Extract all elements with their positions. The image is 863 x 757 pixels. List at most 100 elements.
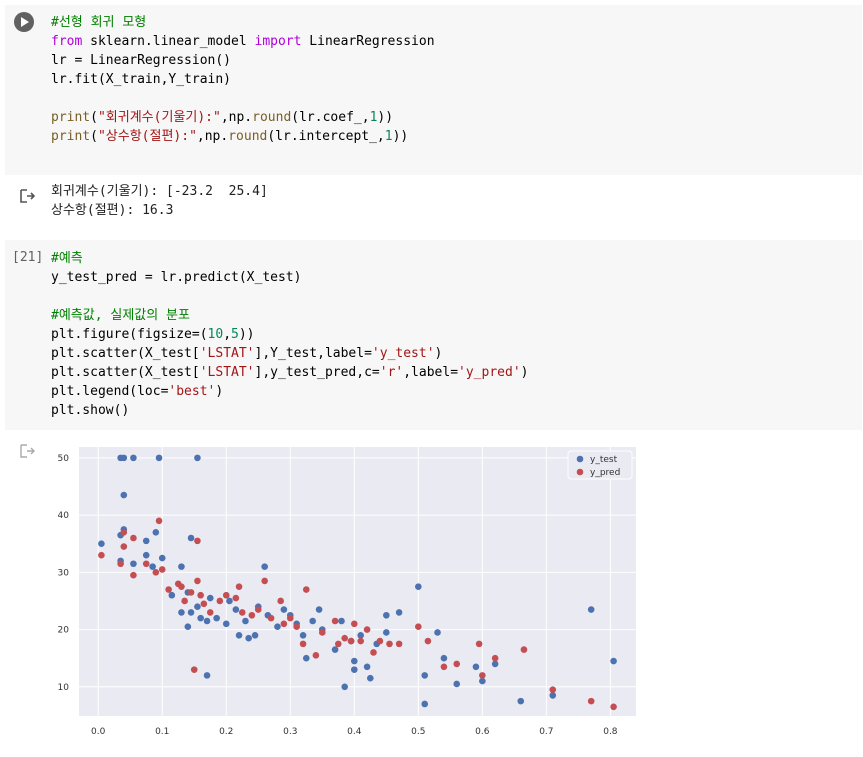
point	[331, 617, 339, 625]
point	[226, 597, 233, 605]
code-line: print("회귀계수(기울기):",np.round(lr.coef_,1))	[51, 108, 435, 127]
code: #예측 y_test_pred = lr.predict(X_test) #예측값,…	[51, 249, 528, 420]
point	[238, 609, 246, 616]
point	[194, 454, 201, 462]
point	[280, 606, 288, 613]
point	[440, 654, 448, 662]
point	[232, 594, 240, 602]
code-token: )	[520, 365, 529, 380]
point	[395, 609, 403, 616]
y-tick-label: 50	[58, 454, 70, 464]
point	[206, 609, 214, 616]
point	[453, 660, 461, 668]
code-token: (lr.coef_,	[291, 110, 370, 125]
point	[479, 677, 486, 685]
point	[178, 563, 185, 570]
point	[142, 537, 150, 545]
code-token: sklearn.linear_model	[82, 34, 255, 49]
point	[232, 606, 240, 613]
execution-count: [21]	[12, 250, 44, 265]
point	[549, 692, 557, 699]
code-token: ))	[392, 129, 409, 144]
code-token: plt.figure(figsize=(	[51, 327, 208, 342]
code-token: ,	[223, 327, 232, 342]
point	[587, 697, 595, 705]
point	[549, 686, 557, 693]
point	[187, 609, 195, 616]
code-token: 10	[207, 327, 224, 342]
point	[309, 617, 316, 625]
point	[184, 623, 192, 631]
point	[299, 640, 307, 648]
point	[152, 528, 160, 536]
point	[341, 634, 348, 642]
point	[274, 623, 281, 631]
point	[190, 666, 198, 673]
point	[421, 672, 429, 679]
point	[610, 703, 617, 711]
point	[187, 589, 195, 596]
point	[421, 700, 429, 708]
code-token: print	[51, 129, 91, 144]
point	[251, 632, 259, 639]
point	[248, 611, 256, 619]
point	[242, 617, 249, 625]
y-tick-label: 20	[58, 626, 70, 636]
y-tick-label: 40	[58, 511, 70, 521]
point	[347, 637, 355, 645]
code-token: ,np.	[196, 129, 229, 144]
code-token: 1	[369, 110, 378, 125]
code-cell: #예측 y_test_pred = lr.predict(X_test) #예측값,…	[5, 240, 862, 430]
x-tick-label: 0.3	[283, 727, 297, 737]
legend-marker	[576, 455, 584, 463]
point	[350, 666, 358, 673]
output-line: 상수항(절편): 16.3	[51, 203, 174, 218]
point	[315, 606, 323, 613]
code-token: plt.scatter(X_test[	[51, 365, 200, 380]
x-tick-label: 0.2	[219, 727, 233, 737]
point	[475, 640, 483, 648]
code-token: 'r'	[379, 365, 404, 380]
point	[142, 551, 150, 559]
point	[350, 657, 358, 665]
x-tick-label: 0.7	[539, 727, 553, 737]
point	[155, 454, 163, 462]
point	[491, 660, 499, 668]
point	[517, 697, 525, 705]
point	[254, 606, 262, 613]
code-cell: #선형 회귀 모형 from sklearn.linear_model impor…	[5, 5, 862, 175]
point	[142, 560, 150, 568]
code-token: ,np.	[220, 110, 253, 125]
point	[318, 629, 326, 636]
run-button[interactable]	[13, 11, 35, 33]
point	[424, 637, 432, 645]
code-token: (lr.intercept_,	[267, 129, 385, 144]
code-token: ))	[377, 110, 394, 125]
point	[120, 543, 128, 550]
point	[117, 560, 124, 568]
code-token: lr.fit(X_train,Y_train)	[51, 72, 232, 87]
point	[383, 611, 390, 619]
point	[302, 586, 310, 593]
point	[520, 646, 528, 653]
code-line: plt.show()	[51, 401, 528, 420]
point	[213, 614, 220, 622]
point	[415, 583, 422, 590]
code-token: LinearRegression	[301, 34, 435, 49]
point	[302, 654, 310, 662]
code-line: plt.scatter(X_test['LSTAT'],Y_test,label…	[51, 344, 528, 363]
output: 회귀계수(기울기): [-23.2 25.4] 상수항(절편): 16.3	[51, 182, 268, 220]
point	[197, 614, 204, 622]
point	[168, 591, 176, 599]
code-block: print("회귀계수(기울기):",np.round(lr.coef_,1))…	[51, 108, 435, 146]
point	[610, 657, 617, 665]
code-token: 'y_pred'	[458, 365, 521, 380]
code-token: lr = LinearRegression()	[51, 53, 232, 68]
code-line: plt.figure(figsize=(10,5))	[51, 325, 528, 344]
code-token: import	[254, 34, 302, 49]
x-tick-label: 0.4	[347, 727, 362, 737]
point	[130, 571, 137, 579]
legend-label: y_pred	[590, 468, 620, 478]
plot-area	[79, 447, 636, 716]
point	[395, 640, 403, 648]
